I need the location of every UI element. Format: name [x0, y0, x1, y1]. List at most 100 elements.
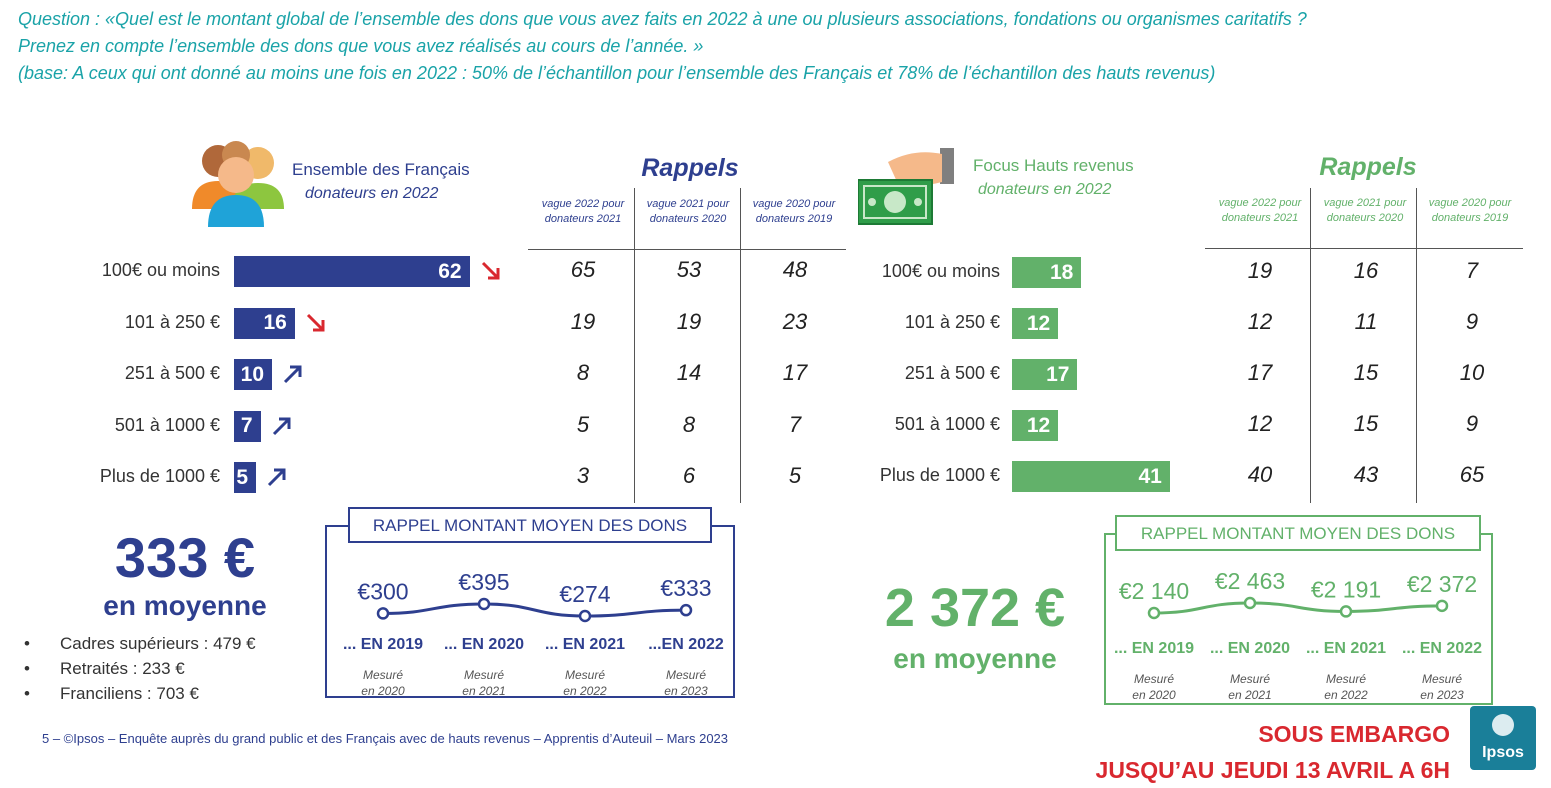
history-measured-label: en 2023 — [1420, 688, 1464, 702]
rappel-cell: 12 — [1247, 411, 1273, 436]
bar-value-label: 12 — [1026, 311, 1051, 335]
bar: 16 — [234, 307, 295, 339]
history-year-label: ... EN 2021 — [1306, 640, 1386, 657]
right-table-divider-2 — [1416, 188, 1417, 503]
rappel-cell: 23 — [782, 308, 808, 334]
history-value-label: €2 140 — [1119, 578, 1189, 604]
bar: 18 — [1012, 257, 1082, 288]
right-panel-subtitle: donateurs en 2022 — [978, 181, 1112, 198]
right-history-title: RAPPEL MONTANT MOYEN DES DONS — [1115, 515, 1481, 551]
rappel-cell: 15 — [1353, 360, 1379, 385]
left-panel-subtitle: donateurs en 2022 — [305, 185, 439, 202]
question-line-2: Prenez en compte l’ensemble des dons que… — [18, 36, 704, 56]
right-col-header-1: vague 2022 pour donateurs 2021 — [1218, 197, 1302, 224]
embargo-line-2: JUSQU’AU JEUDI 13 AVRIL A 6H — [1095, 757, 1450, 783]
history-point — [477, 597, 491, 611]
rappel-cell: 6 — [682, 463, 696, 488]
bar: 12 — [1012, 308, 1059, 339]
bar: 62 — [234, 256, 470, 287]
rappel-cell: 7 — [788, 411, 802, 437]
right-col-header-3: vague 2020 pour donateurs 2019 — [1428, 197, 1512, 224]
rappel-cell: 17 — [1247, 360, 1273, 385]
bar: 5 — [234, 462, 256, 493]
rappel-cell: 19 — [676, 308, 702, 334]
rappel-cell: 14 — [676, 360, 702, 385]
left-rappels-title: Rappels — [641, 154, 739, 182]
question-line-1: Question : «Quel est le montant global d… — [18, 9, 1307, 29]
arrow-up-right-icon — [267, 468, 286, 487]
left-col-header-3: vague 2020 pour donateurs 2019 — [752, 198, 836, 225]
history-point — [1339, 605, 1353, 618]
left-table-divider-1 — [634, 188, 635, 503]
bar-value-label: 16 — [263, 311, 287, 334]
arrow-up-right-icon — [283, 365, 302, 384]
rappel-cell: 9 — [1465, 411, 1479, 436]
history-measured-label: Mesuré — [1326, 672, 1366, 686]
row-label: 501 à 1000 € — [894, 414, 1000, 434]
rappel-cell: 8 — [682, 411, 696, 437]
history-year-label: ...EN 2022 — [648, 636, 724, 653]
history-point — [578, 609, 592, 623]
history-value-label: €333 — [660, 575, 711, 601]
rappel-cell: 17 — [782, 360, 808, 385]
history-measured-label: en 2021 — [462, 684, 505, 698]
embargo-line-1: SOUS EMBARGO — [1258, 721, 1450, 747]
rappel-cell: 11 — [1354, 309, 1378, 334]
left-average-value: 333 € — [114, 526, 256, 589]
right-rappels-title: Rappels — [1319, 153, 1417, 181]
hand-money-icon — [858, 148, 954, 225]
bar-value-label: 5 — [236, 465, 248, 489]
row-label: 251 à 500 € — [124, 363, 220, 383]
rappel-cell: 8 — [576, 360, 590, 385]
row-label: 100€ ou moins — [101, 260, 220, 280]
history-line — [1153, 601, 1443, 615]
left-col-header-2: vague 2021 pour donateurs 2020 — [646, 198, 730, 225]
question-block: Question : «Quel est le montant global d… — [18, 6, 1538, 87]
history-measured-label: en 2020 — [361, 684, 405, 698]
history-value-label: €2 372 — [1407, 571, 1477, 597]
bar-value-label: 41 — [1138, 464, 1162, 488]
logo-mark — [1492, 714, 1514, 736]
rappel-cell: 3 — [576, 463, 590, 488]
row-label: 501 à 1000 € — [114, 414, 220, 435]
rappel-cell: 43 — [1353, 462, 1379, 487]
history-year-label: ... EN 2019 — [343, 636, 423, 653]
rappel-cell: 9 — [1465, 309, 1479, 334]
rappel-cell: 5 — [576, 411, 590, 437]
rappel-cell: 7 — [1465, 258, 1479, 283]
right-average-label: en moyenne — [893, 643, 1057, 674]
bar-value-label: 18 — [1049, 260, 1074, 284]
row-label: Plus de 1000 € — [879, 465, 1000, 485]
rappel-cell: 53 — [676, 257, 702, 282]
rappel-cell: 65 — [570, 257, 596, 282]
people-group-icon — [192, 141, 284, 227]
bar: 17 — [1012, 359, 1078, 390]
left-panel-title: Ensemble des Français — [292, 160, 470, 179]
rappel-cell: 19 — [570, 308, 596, 334]
history-measured-label: Mesuré — [1230, 672, 1270, 686]
bar-value-label: 62 — [438, 259, 462, 283]
right-panel-title: Focus Hauts revenus — [973, 156, 1134, 175]
rappel-cell: 5 — [788, 463, 802, 488]
left-average-label: en moyenne — [103, 590, 267, 621]
rappel-cell: 40 — [1247, 462, 1273, 487]
history-measured-label: en 2020 — [1132, 688, 1176, 702]
history-value-label: €2 463 — [1215, 568, 1285, 594]
history-measured-label: Mesuré — [1134, 672, 1174, 686]
bar: 7 — [234, 410, 261, 442]
history-measured-label: Mesuré — [1422, 672, 1462, 686]
history-point — [1435, 599, 1449, 613]
history-measured-label: Mesuré — [363, 668, 403, 682]
history-measured-label: Mesuré — [666, 668, 706, 682]
bar-value-label: 10 — [240, 362, 264, 386]
rappel-cell: 10 — [1459, 360, 1485, 385]
left-col-header-1: vague 2022 pour donateurs 2021 — [541, 198, 625, 225]
rappel-cell: 15 — [1353, 411, 1379, 436]
rappel-cell: 12 — [1247, 309, 1273, 334]
history-value-label: €2 191 — [1311, 576, 1381, 602]
arrow-down-right-icon — [306, 313, 325, 331]
history-measured-label: en 2022 — [563, 684, 607, 698]
breakdown-item: Retraités : 233 € — [18, 656, 256, 681]
rappel-cell: 48 — [782, 257, 808, 282]
rappel-cell: 65 — [1459, 462, 1485, 487]
